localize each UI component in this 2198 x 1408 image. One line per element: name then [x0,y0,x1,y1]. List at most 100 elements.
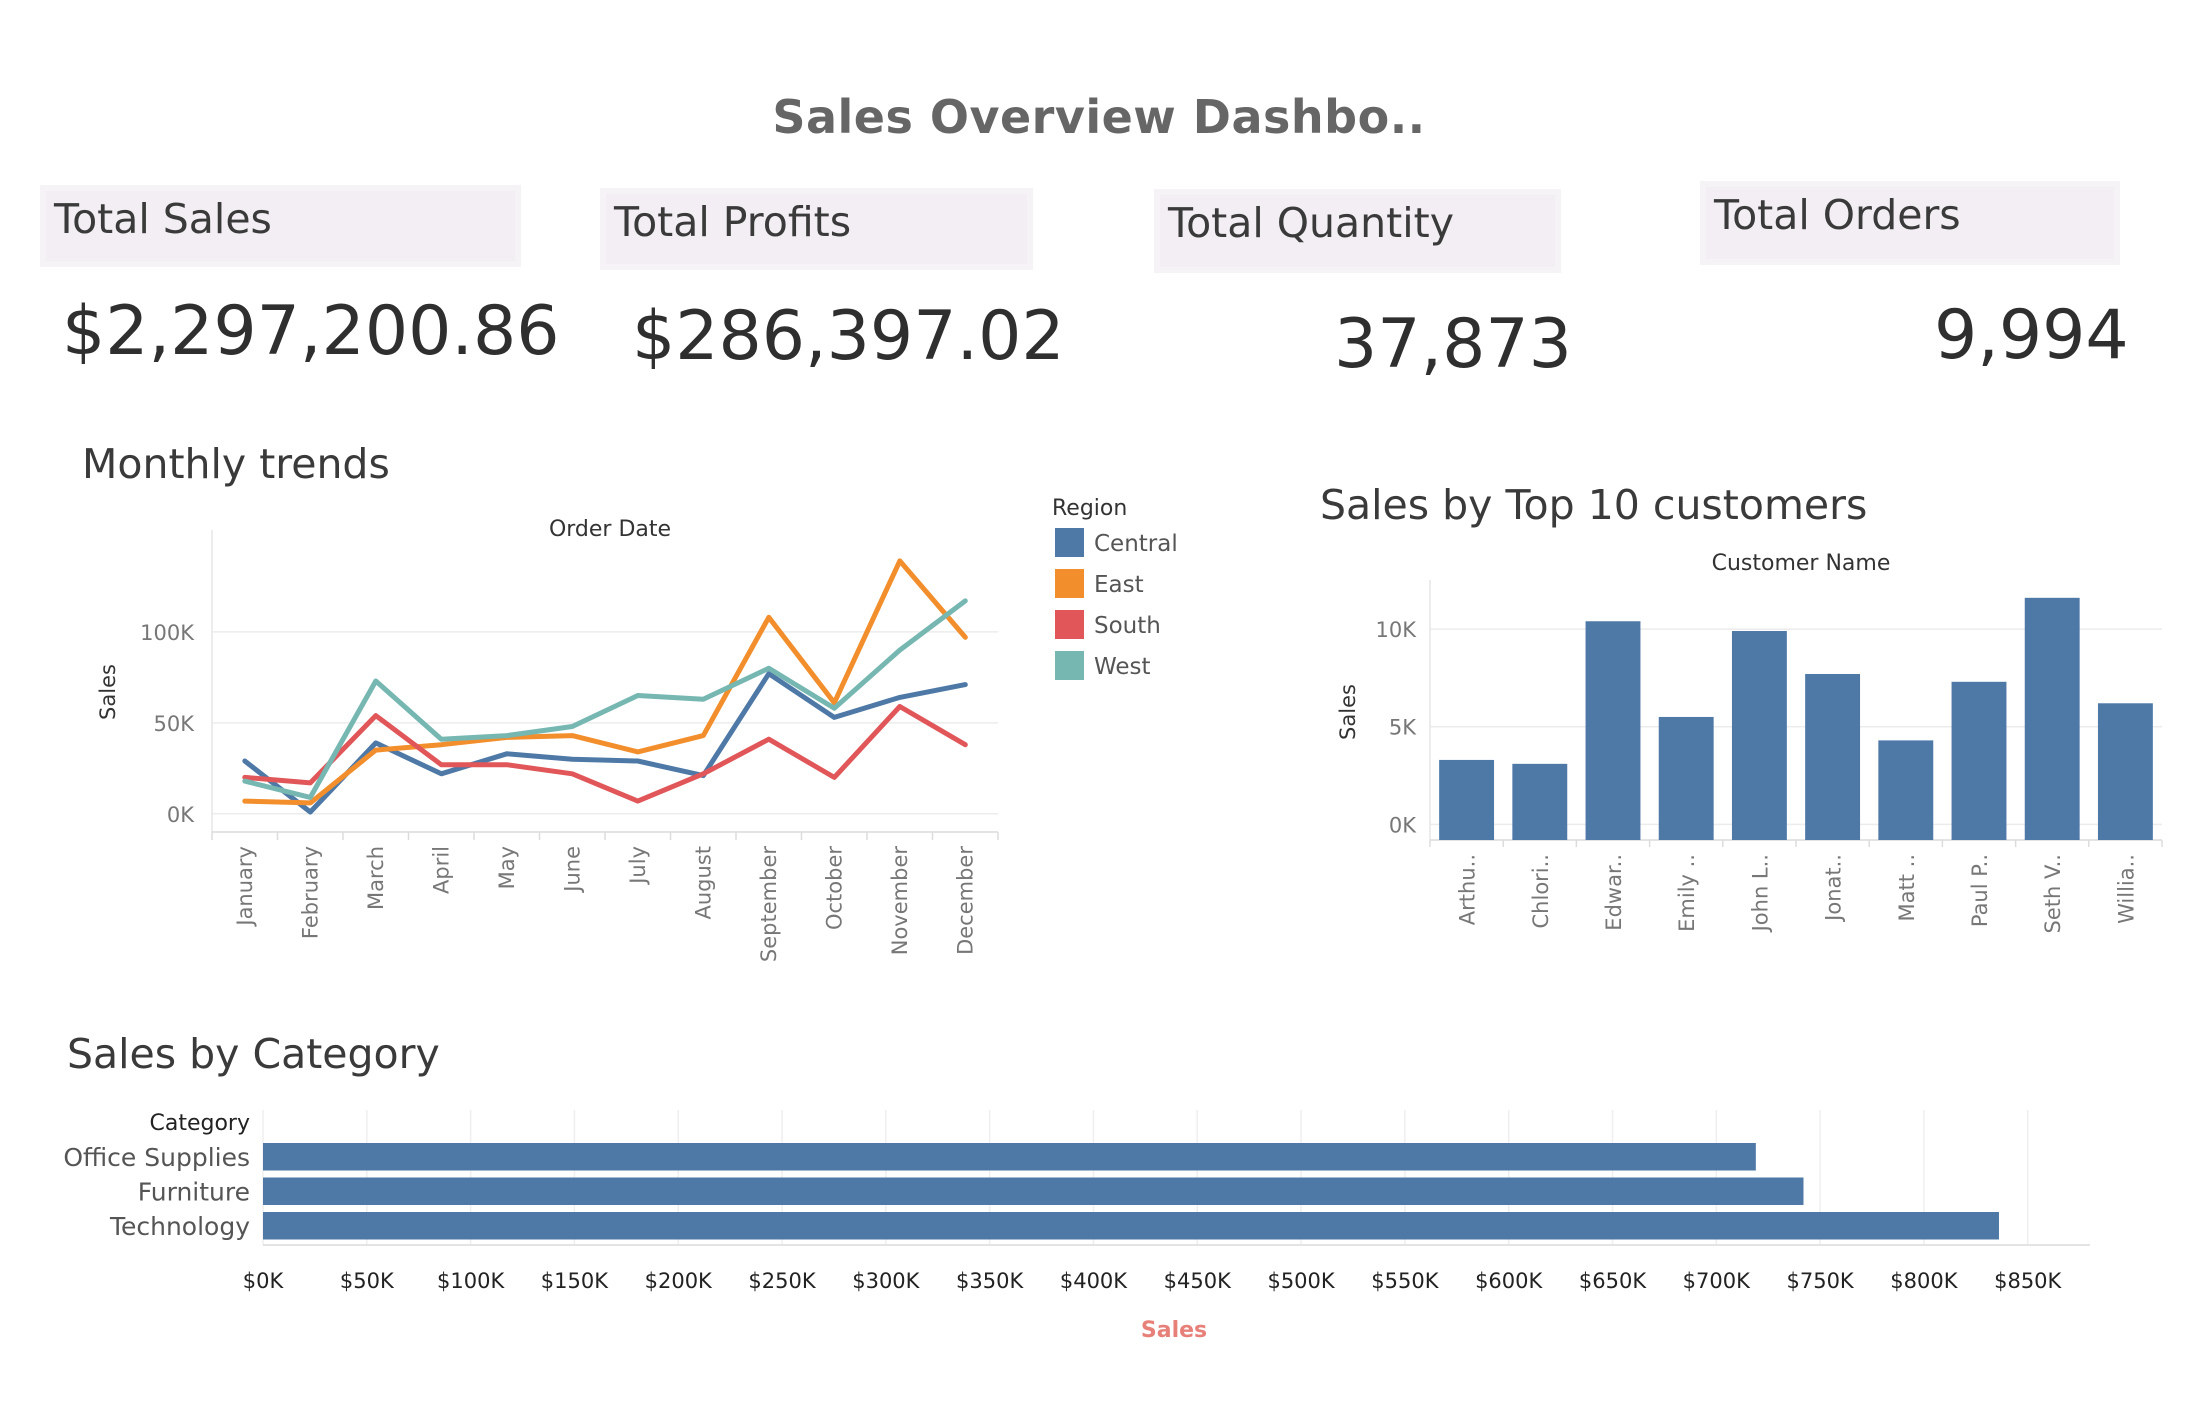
category-x-tick-label: $800K [1890,1269,1958,1293]
line-series-east [242,558,968,806]
customer-y-tick-label: 5K [1389,716,1417,740]
legend-label-west: West [1094,654,1151,680]
category-header: Category [150,1111,251,1136]
monthly-trends-chart: January February March April May June July Augu… [96,496,1178,962]
line-x-tick-label: March [364,846,388,910]
kpi-total-profits-value: $286,397.02 [632,297,1065,376]
customer-x-tick-label: Paul P.. [1968,854,1992,927]
category-x-tick-label: $850K [1994,1269,2062,1293]
category-x-tick-label: $250K [748,1269,816,1293]
category-x-tick-label: $200K [645,1269,713,1293]
sales-by-category-chart: Office Supplies Furniture Technology $0K $5… [63,1110,2090,1343]
line-chart-title: Order Date [549,517,671,542]
customer-bar [1805,673,1861,840]
category-x-tick-label: $650K [1579,1269,1647,1293]
top-customers-title: Sales by Top 10 customers [1320,481,1868,529]
category-label: Furniture [138,1178,250,1207]
customer-bar [2097,703,2153,840]
line-series-central [242,671,968,815]
kpi-total-quantity-value: 37,873 [1334,305,1572,384]
customer-bar [1658,716,1714,840]
line-x-tick-label: July [626,846,650,886]
customer-y-tick-label: 10K [1376,618,1418,642]
category-x-tick-label: $550K [1371,1269,1439,1293]
category-x-tick-label: $50K [340,1269,395,1293]
category-label: Technology [109,1212,250,1241]
customer-x-tick-label: Arthu.. [1456,854,1480,925]
category-bar [263,1177,1804,1205]
customer-bar [1731,631,1787,840]
legend-title: Region [1052,496,1127,521]
customer-x-tick-label: Matt .. [1895,854,1919,921]
category-x-tick-label: $500K [1267,1269,1335,1293]
category-x-tick-label: $150K [541,1269,609,1293]
category-bar [263,1143,1756,1171]
legend-label-central: Central [1094,531,1178,557]
customer-bar [1951,681,2007,840]
kpi-total-sales-label: Total Sales [54,195,272,243]
line-series-south [242,704,968,804]
kpi-total-sales-value: $2,297,200.86 [62,292,560,371]
kpi-total-quantity-header: Total Quantity [1154,189,1561,273]
category-x-tick-label: $750K [1786,1269,1854,1293]
kpi-total-sales-header: Total Sales [40,185,521,267]
line-x-tick-label: November [888,846,912,956]
line-x-tick-label: May [495,846,519,889]
kpi-total-orders-label: Total Orders [1714,191,1961,239]
legend-swatch-central [1055,528,1084,557]
category-x-tick-label: $450K [1164,1269,1232,1293]
category-x-tick-label: $600K [1475,1269,1543,1293]
kpi-total-orders-value: 9,994 [1934,296,2129,375]
category-x-tick-label: $700K [1683,1269,1751,1293]
customer-x-tick-label: Edwar.. [1602,854,1626,931]
customer-x-tick-label: Seth V.. [2041,854,2065,933]
customer-x-tick-label: Willia.. [2114,854,2138,924]
customer-bar [1439,759,1495,840]
category-x-tick-label: $100K [437,1269,505,1293]
kpi-total-profits-header: Total Profits [600,188,1033,270]
customer-chart-title: Customer Name [1712,551,1891,576]
line-x-tick-label: February [298,846,322,939]
legend-swatch-west [1055,651,1084,680]
category-label: Office Supplies [63,1143,250,1172]
legend-swatch-east [1055,569,1084,598]
legend-label-east: East [1094,572,1144,598]
line-x-tick-label: June [560,846,584,894]
line-series-west [242,598,968,800]
line-x-tick-label: September [757,846,781,962]
customer-bar [2024,597,2080,840]
customer-x-tick-label: John L.. [1748,854,1772,933]
line-x-tick-label: January [233,846,257,928]
line-y-tick-label: 0K [167,803,195,827]
legend-label-south: South [1094,613,1161,639]
legend-swatch-south [1055,610,1084,639]
customer-y-tick-label: 0K [1389,813,1417,837]
line-x-tick-label: December [953,846,977,955]
dashboard-title: Sales Overview Dashbo.. [772,90,1426,144]
monthly-trends-title: Monthly trends [82,440,390,488]
category-x-tick-label: $400K [1060,1269,1128,1293]
kpi-total-profits-label: Total Profits [614,198,852,246]
kpi-total-orders-header: Total Orders [1700,181,2120,265]
customer-chart-y-axis-title: Sales [1336,684,1360,740]
category-x-tick-label: $0K [243,1269,285,1293]
category-x-axis-title: Sales [1141,1318,1207,1343]
line-chart-y-axis-title: Sales [96,664,120,720]
line-y-tick-label: 100K [140,621,195,645]
line-x-tick-label: October [822,846,846,930]
customer-x-tick-label: Emily .. [1675,854,1699,932]
customer-x-tick-label: Jonat.. [1822,854,1846,923]
line-x-tick-label: April [429,846,453,894]
customer-bar [1585,621,1641,840]
category-x-tick-label: $300K [852,1269,920,1293]
customer-x-tick-label: Chlori.. [1529,854,1553,928]
top-customers-chart: Arthu.. Chlori.. Edwar.. Emily .. John L.. Jo… [1336,551,2163,933]
customer-bar [1512,763,1568,840]
line-y-tick-label: 50K [154,712,196,736]
sales-by-category-title: Sales by Category [67,1030,440,1078]
category-bar [263,1212,1999,1240]
kpi-total-quantity-label: Total Quantity [1168,199,1454,247]
category-x-tick-label: $350K [956,1269,1024,1293]
customer-bar [1878,740,1934,840]
line-x-tick-label: August [691,846,715,920]
